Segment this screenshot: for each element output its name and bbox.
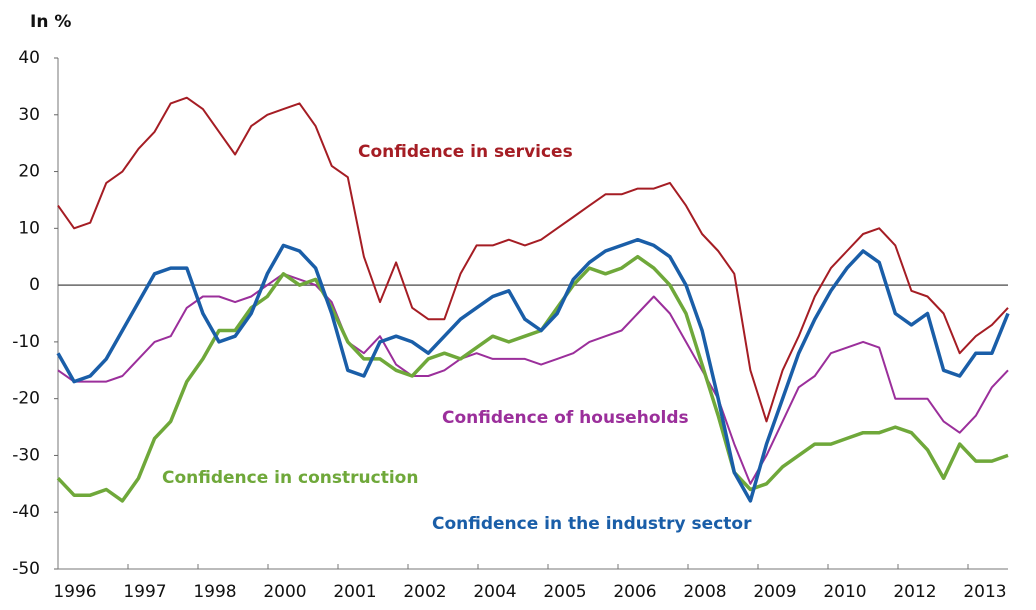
series-line [56,254,1009,503]
x-tick-label: 1996 [53,582,96,602]
y-axis-label: In % [30,12,71,32]
y-tick-label: -20 [12,389,40,409]
series-label: Confidence in construction [162,468,418,488]
x-tick-label: 2010 [823,582,866,602]
series-label: Confidence in the industry sector [432,514,752,534]
series-line [57,96,1009,423]
series-line [56,237,1010,503]
y-tick-label: 10 [18,218,40,238]
x-tick-label: 1997 [123,582,166,602]
y-tick-label: -10 [12,332,40,352]
y-tick-label: 20 [18,162,40,182]
y-tick-label: 0 [29,275,40,295]
x-tick-label: 2008 [683,582,726,602]
x-tick-label: 2012 [893,582,936,602]
series-line [57,272,1009,485]
y-tick-label: -50 [12,559,40,579]
series-label: Confidence of households [442,408,689,428]
x-tick-label: 2013 [963,582,1006,602]
series-label: Confidence in services [358,142,573,162]
x-tick-label: 1998 [193,582,236,602]
x-tick-label: 2005 [543,582,586,602]
y-tick-label: 40 [18,48,40,68]
x-tick-label: 2001 [333,582,376,602]
y-tick-label: 30 [18,105,40,125]
x-tick-label: 2006 [613,582,656,602]
x-tick-label: 2002 [403,582,446,602]
x-tick-label: 2004 [473,582,516,602]
y-tick-label: -30 [12,445,40,465]
y-tick-label: -40 [12,502,40,522]
x-tick-label: 2000 [263,582,306,602]
x-tick-label: 2009 [753,582,796,602]
